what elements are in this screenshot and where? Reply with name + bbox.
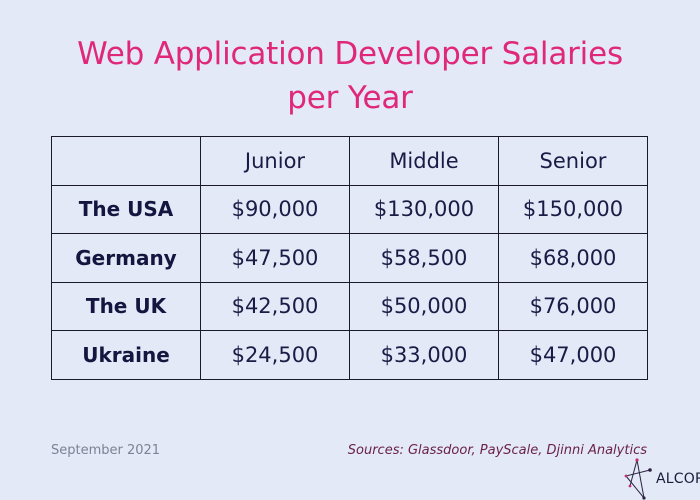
junior-salary-cell: $42,500: [200, 281, 350, 331]
country-cell: The UK: [51, 281, 201, 331]
sources-label: Sources: Glassdoor, PayScale, Djinni Ana…: [347, 443, 647, 458]
salary-table: Junior Middle Senior The USA $90,000 $13…: [51, 136, 648, 380]
alcor-logo-text: ALCOR: [656, 471, 700, 487]
page-title: Web Application Developer Salaries per Y…: [0, 32, 700, 120]
middle-salary-cell: $50,000: [349, 281, 499, 331]
country-cell: Ukraine: [51, 330, 201, 380]
middle-salary-cell: $33,000: [349, 330, 499, 380]
middle-salary-cell: $130,000: [349, 184, 499, 234]
column-header-senior: Senior: [498, 136, 648, 186]
date-label: September 2021: [51, 443, 161, 458]
title-line-2: per Year: [287, 80, 413, 116]
column-header-junior: Junior: [200, 136, 350, 186]
table-row: Ukraine $24,500 $33,000 $47,000: [51, 330, 648, 380]
senior-salary-cell: $68,000: [498, 233, 648, 283]
senior-salary-cell: $150,000: [498, 184, 648, 234]
alcor-logo: ALCOR: [624, 458, 700, 500]
table-row: The UK $42,500 $50,000 $76,000: [51, 281, 648, 331]
table-header-row: Junior Middle Senior: [51, 136, 648, 186]
country-cell: The USA: [51, 184, 201, 234]
constellation-a-logo-icon: [624, 458, 652, 500]
junior-salary-cell: $47,500: [200, 233, 350, 283]
middle-salary-cell: $58,500: [349, 233, 499, 283]
column-header-empty: [51, 136, 201, 186]
senior-salary-cell: $76,000: [498, 281, 648, 331]
country-cell: Germany: [51, 233, 201, 283]
senior-salary-cell: $47,000: [498, 330, 648, 380]
junior-salary-cell: $24,500: [200, 330, 350, 380]
table-row: The USA $90,000 $130,000 $150,000: [51, 184, 648, 234]
title-line-1: Web Application Developer Salaries: [77, 36, 623, 72]
table-row: Germany $47,500 $58,500 $68,000: [51, 233, 648, 283]
column-header-middle: Middle: [349, 136, 499, 186]
junior-salary-cell: $90,000: [200, 184, 350, 234]
